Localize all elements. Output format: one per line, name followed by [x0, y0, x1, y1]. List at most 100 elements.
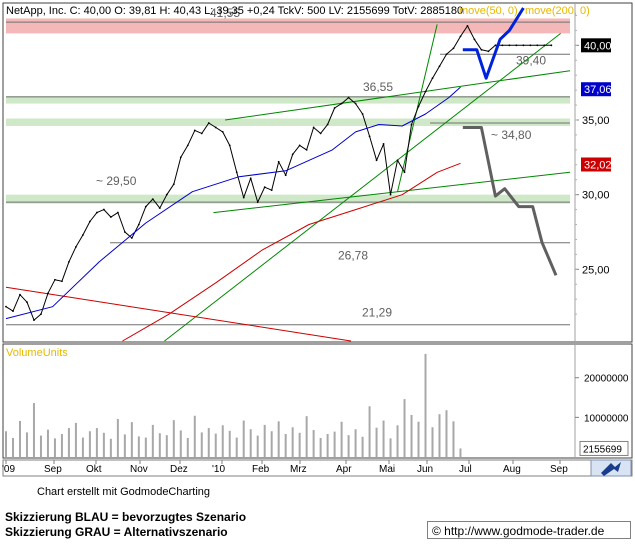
price-point-58 [410, 123, 413, 126]
price-point-47 [333, 107, 336, 109]
volume-bar-44 [312, 430, 315, 457]
volume-bar-40 [284, 434, 287, 457]
price-point-33 [235, 171, 238, 174]
x-tick-label-0: '09 [2, 464, 15, 475]
price-point-20 [144, 205, 147, 208]
price-point-42 [298, 144, 301, 147]
x-tick-label-9: Mai [379, 464, 395, 475]
xaxis-strip [2, 459, 633, 477]
volume-bar-31 [221, 425, 224, 457]
price-point-28 [200, 132, 203, 135]
price-point-30 [214, 126, 217, 129]
price-point-57 [403, 171, 406, 174]
price-point-11 [82, 234, 84, 236]
price-point-63 [445, 53, 448, 56]
price-point-35 [249, 177, 252, 180]
volume-bar-19 [137, 436, 140, 457]
x-tick-label-8: Apr [336, 464, 352, 475]
volume-bar-2 [18, 420, 21, 457]
x-tick-label-4: Dez [170, 464, 188, 475]
price-point-34 [242, 196, 245, 199]
volume-bar-25 [179, 430, 182, 457]
volume-bar-1 [11, 437, 14, 457]
volume-bar-41 [291, 427, 294, 457]
level-label-1: 39,40 [516, 53, 546, 67]
price-point-61 [431, 77, 434, 80]
price-point-27 [193, 129, 196, 132]
price-point-8 [61, 280, 63, 283]
price-point-13 [95, 211, 98, 214]
price-point-25 [179, 156, 182, 159]
x-tick-label-1: Sep [44, 464, 62, 475]
price-point-54 [382, 142, 385, 145]
x-tick-label-10: Jun [417, 464, 433, 475]
v-tick-label-0: 20000000 [584, 374, 629, 385]
chart-credit: Chart erstellt mit GodmodeCharting [37, 486, 211, 498]
price-point-78 [550, 44, 553, 47]
volume-bar-38 [270, 431, 273, 457]
volume-bar-27 [193, 415, 196, 457]
price-point-55 [389, 193, 392, 196]
series-2-line [122, 162, 461, 342]
x-tick-label-13: Sep [550, 464, 568, 475]
price-point-10 [75, 246, 77, 248]
price-point-66 [466, 25, 469, 27]
trendline-2 [213, 171, 571, 214]
level-label-6: 21,29 [362, 306, 392, 320]
price-label-0: 40,00 [584, 40, 612, 52]
footer-url[interactable]: © http://www.godmode-trader.de [427, 521, 631, 539]
price-point-26 [186, 144, 189, 147]
volume-bar-59 [417, 421, 420, 457]
volume-bar-17 [123, 434, 126, 457]
volume-bar-30 [214, 433, 217, 457]
note-blue: Skizzierung BLAU = bevorzugtes Szenario [5, 510, 247, 524]
v-tick-label-1: 10000000 [584, 413, 629, 424]
price-point-14 [102, 208, 105, 211]
price-point-23 [165, 193, 168, 196]
trendline-1 [225, 70, 571, 121]
volume-bar-26 [186, 437, 189, 457]
y-tick-label-2: 30,00 [582, 190, 610, 202]
volume-bar-51 [361, 436, 364, 457]
volume-last-value-box [579, 440, 629, 456]
price-point-21 [151, 198, 154, 201]
volume-bar-39 [277, 421, 280, 457]
volume-bar-62 [438, 414, 441, 457]
price-point-37 [263, 186, 266, 189]
price-point-75 [529, 44, 532, 47]
price-point-67 [473, 38, 476, 41]
volume-bar-49 [347, 435, 350, 457]
price-point-17 [123, 231, 126, 233]
volume-panel-border [2, 343, 633, 459]
price-point-60 [424, 90, 427, 93]
y-tick-label-1: 35,00 [582, 115, 610, 127]
price-point-32 [228, 144, 231, 147]
volume-bar-15 [109, 438, 112, 457]
zone-3 [6, 194, 570, 204]
volume-title: VolumeUnits [6, 347, 68, 359]
volume-bar-16 [116, 418, 119, 457]
volume-bar-4 [32, 403, 35, 457]
volume-bar-47 [333, 431, 336, 457]
x-tick-label-7: Mrz [290, 464, 307, 475]
price-axis-panel [575, 4, 631, 341]
series-3-line [462, 7, 525, 80]
volume-bar-18 [130, 422, 133, 457]
price-point-50 [354, 102, 357, 105]
price-point-76 [536, 44, 539, 47]
volume-bar-42 [298, 432, 301, 457]
nav-arrow-icon[interactable] [601, 462, 621, 476]
x-tick-label-12: Aug [503, 464, 521, 475]
price-point-40 [284, 174, 287, 177]
price-point-68 [480, 48, 483, 51]
volume-bar-65 [459, 448, 462, 457]
volume-bar-50 [354, 429, 357, 457]
price-point-22 [158, 207, 161, 209]
volume-bar-0 [5, 431, 7, 457]
price-label-box-2 [581, 157, 611, 172]
price-point-0 [5, 305, 7, 308]
price-point-5 [40, 313, 42, 316]
volume-bar-58 [410, 414, 413, 457]
volume-bar-20 [144, 437, 147, 457]
